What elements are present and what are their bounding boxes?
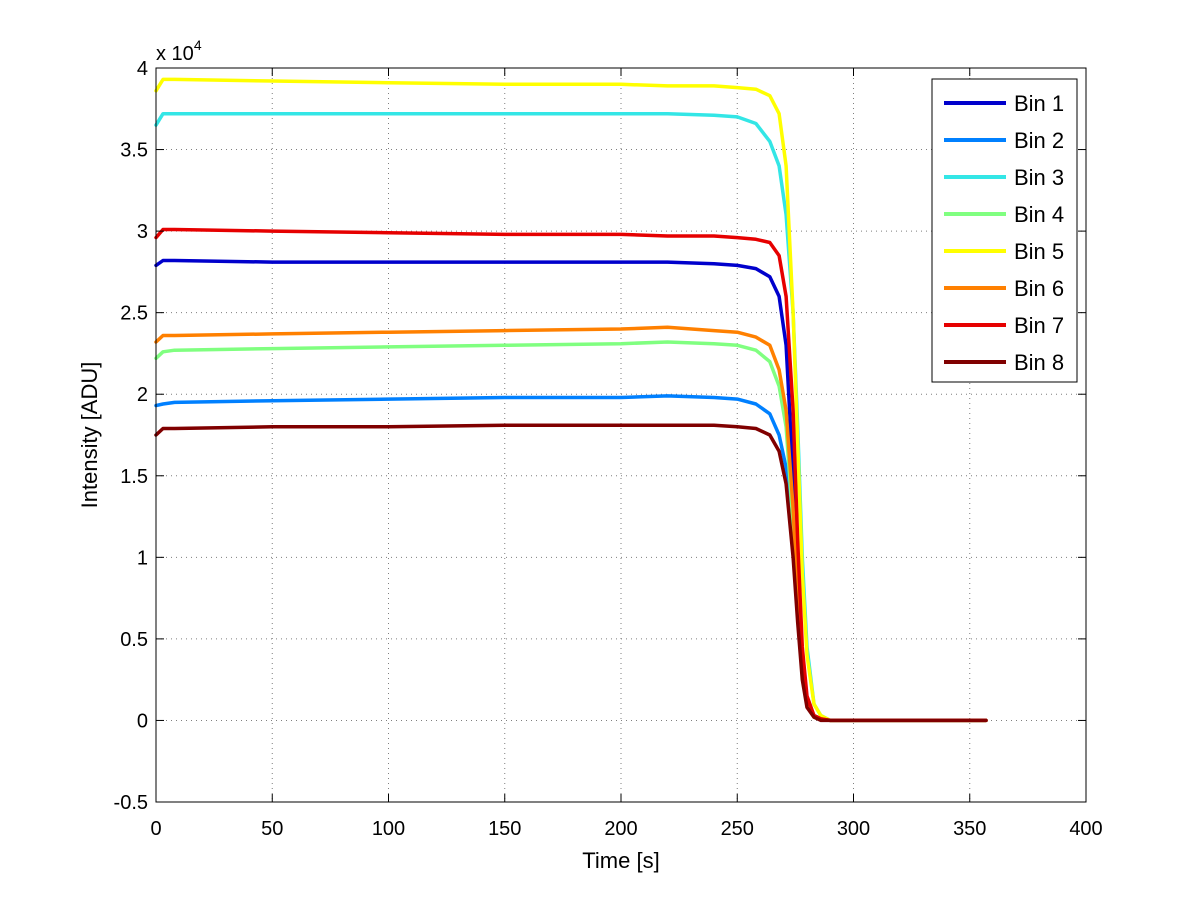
y-tick-label: 1.5 — [120, 466, 148, 488]
legend-label-bin-7: Bin 7 — [1014, 313, 1064, 338]
series-line-bin-8 — [154, 423, 988, 723]
y-multiplier-base: x 10 — [156, 43, 194, 65]
y-multiplier-label: x 104 — [156, 37, 202, 65]
x-tick-label: 350 — [953, 818, 986, 840]
legend-label-bin-8: Bin 8 — [1014, 350, 1064, 375]
grid — [156, 68, 1086, 802]
legend: Bin 1 Bin 2 Bin 3 Bin 4 Bin 5 Bin 6 Bin 7 Bin 8 — [931, 78, 1078, 383]
legend-label-bin-2: Bin 2 — [1014, 128, 1064, 153]
x-tick-label: 300 — [837, 818, 870, 840]
x-tick-label: 200 — [604, 818, 637, 840]
x-tick-label: 400 — [1069, 818, 1102, 840]
x-tick-label: 250 — [721, 818, 754, 840]
y-tick-label: 0.5 — [120, 629, 148, 651]
legend-label-bin-5: Bin 5 — [1014, 239, 1064, 264]
y-tick-label: 2 — [137, 384, 148, 406]
legend-box — [931, 78, 1078, 383]
legend-label-bin-6: Bin 6 — [1014, 276, 1064, 301]
tick-labels: 0 50 100 150 200 250 300 350 400-0.500.511.522.5… — [114, 58, 1103, 840]
x-axis-title: Time [s] — [582, 848, 659, 873]
y-axis-title: Intensity [ADU] — [77, 362, 102, 509]
y-multiplier-exponent: 4 — [194, 37, 202, 53]
y-tick-label: -0.5 — [114, 792, 148, 814]
series-lines — [154, 77, 988, 723]
y-tick-label: 0 — [137, 710, 148, 732]
y-tick-label: 4 — [137, 58, 148, 80]
y-tick-label: 3 — [137, 221, 148, 243]
y-tick-label: 1 — [137, 547, 148, 569]
x-tick-label: 50 — [261, 818, 283, 840]
x-tick-label: 0 — [150, 818, 161, 840]
y-tick-label: 2.5 — [120, 303, 148, 325]
legend-label-bin-1: Bin 1 — [1014, 91, 1064, 116]
ticks — [155, 67, 1087, 803]
y-tick-label: 3.5 — [120, 140, 148, 162]
series-line-bin-5 — [154, 77, 988, 723]
legend-label-bin-3: Bin 3 — [1014, 165, 1064, 190]
x-tick-label: 150 — [488, 818, 521, 840]
x-tick-label: 100 — [372, 818, 405, 840]
legend-label-bin-4: Bin 4 — [1014, 202, 1064, 227]
